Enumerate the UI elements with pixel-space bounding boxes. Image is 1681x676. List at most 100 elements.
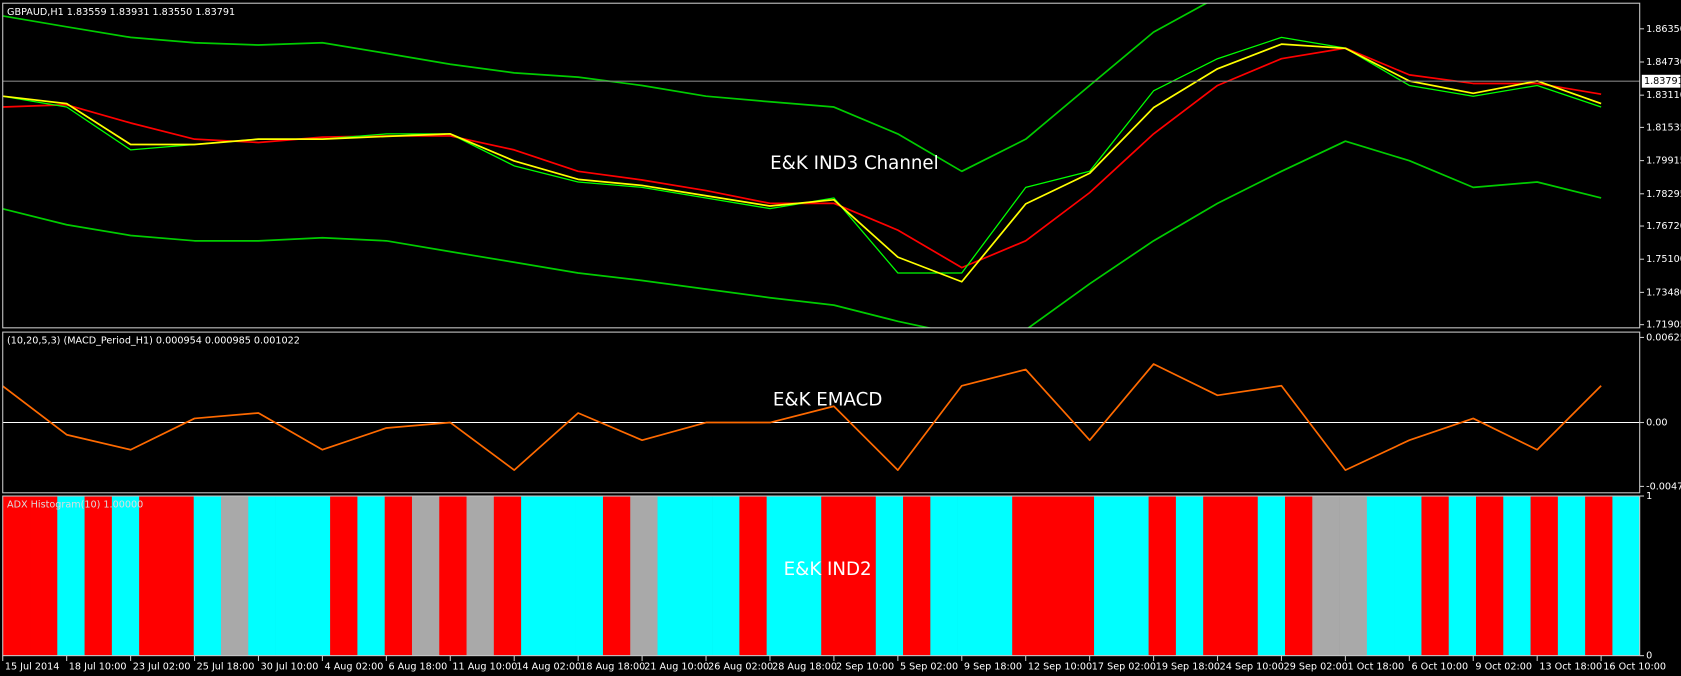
histogram-bar [821,496,849,656]
histogram-bar [1557,496,1586,656]
histogram-bar [1148,496,1177,656]
x-tick-label: 18 Jul 10:00 [69,661,127,672]
y-tick-label: 1.75100 [1646,254,1681,265]
histogram-bar [439,496,467,656]
y-tick-label: 0.006257 [1646,332,1681,343]
histogram-bar [1094,496,1122,656]
histogram-bar [1312,496,1340,656]
x-tick-label: 2 Sep 10:00 [836,661,894,672]
histogram-bar [493,496,522,656]
x-tick-label: 30 Jul 10:00 [261,661,319,672]
histogram-bar [84,496,113,656]
y-tick-label: 1.84730 [1646,57,1681,68]
histogram-bar [166,496,195,656]
histogram-bar [848,496,877,656]
x-tick-label: 9 Sep 18:00 [964,661,1022,672]
y-tick-label: 0 [1646,651,1652,662]
histogram-bar [1503,496,1531,656]
histogram-bar [684,496,713,656]
histogram-bar [521,496,549,656]
x-tick-label: 15 Jul 2014 [5,661,59,672]
y-tick-label: 1.76720 [1646,221,1681,232]
histogram-bar [302,496,331,656]
x-tick-label: 11 Aug 10:00 [452,661,517,672]
histogram-bar [1421,496,1450,656]
histogram-bar [575,496,604,656]
y-tick-label: 1.81535 [1646,122,1681,133]
histogram-bar [248,496,276,656]
histogram-bar [630,496,658,656]
pane-frame [2,331,1641,494]
pane [2,496,1640,656]
histogram-bar [1230,496,1259,656]
y-tick-label: 1.86350 [1646,24,1681,35]
histogram-bar [384,496,413,656]
x-tick-label: 1 Oct 18:00 [1348,661,1405,672]
pane [2,0,1640,328]
histogram-bar [903,496,931,656]
histogram-bar [875,496,904,656]
x-tick-label: 23 Jul 02:00 [133,661,191,672]
x-tick-label: 16 Oct 10:00 [1603,661,1666,672]
x-tick-label: 19 Sep 18:00 [1156,661,1220,672]
pane-header: (10,20,5,3) (MACD_Period_H1) 0.000954 0.… [7,336,300,347]
histogram-bar [712,496,740,656]
x-tick-label: 28 Aug 18:00 [772,661,837,672]
histogram-bar [1476,496,1504,656]
histogram-bar [657,496,686,656]
histogram-bar [1394,496,1422,656]
x-tick-label: 26 Aug 02:00 [708,661,773,672]
histogram-bar [275,496,304,656]
histogram-bar [466,496,495,656]
histogram-bar [793,496,822,656]
histogram-bar [984,496,1013,656]
histogram-bar [1612,496,1640,656]
histogram-bar [220,496,249,656]
pane-frame [2,2,1641,329]
histogram-bar [1585,496,1613,656]
annotation: E&K IND3 Channel [770,153,939,174]
pane [2,363,1640,471]
y-tick-label: 1 [1646,491,1652,502]
x-tick-label: 12 Sep 10:00 [1028,661,1092,672]
histogram-bar [1066,496,1095,656]
y-tick-label: 1.71905 [1646,320,1681,331]
histogram-bar [1530,496,1559,656]
histogram-bar [30,496,58,656]
annotation: E&K EMACD [773,390,883,411]
x-tick-label: 17 Sep 02:00 [1092,661,1156,672]
x-tick-label: 29 Sep 02:00 [1284,661,1348,672]
pane-frame [2,495,1641,657]
series-line [2,140,1602,328]
histogram-bar [957,496,986,656]
histogram-bar [1203,496,1231,656]
x-tick-label: 5 Sep 02:00 [900,661,958,672]
histogram-bar [193,496,222,656]
y-tick-label: 1.79915 [1646,156,1681,167]
histogram-bar [930,496,958,656]
x-tick-label: 6 Oct 10:00 [1411,661,1468,672]
pane-header: ADX Histogram(10) 1.00000 [7,500,143,511]
histogram-bar [766,496,795,656]
y-tick-label: 1.83110 [1646,90,1681,101]
histogram-bar [1257,496,1286,656]
x-tick-label: 9 Oct 02:00 [1475,661,1532,672]
histogram-bar [602,496,631,656]
histogram-bar [139,496,167,656]
histogram-bar [411,496,440,656]
histogram-bar [111,496,140,656]
histogram-bar [548,496,576,656]
histogram-bar [1339,496,1368,656]
x-tick-label: 25 Jul 18:00 [197,661,255,672]
histogram-bar [1285,496,1313,656]
x-tick-label: 14 Aug 02:00 [516,661,581,672]
y-tick-label: 1.73480 [1646,287,1681,298]
x-tick-label: 6 Aug 18:00 [388,661,447,672]
y-tick-label: 1.78295 [1646,189,1681,200]
histogram-bar [330,496,358,656]
current-price-label: 1.83791 [1644,76,1681,87]
x-tick-label: 24 Sep 10:00 [1220,661,1284,672]
series-line [2,43,1602,283]
